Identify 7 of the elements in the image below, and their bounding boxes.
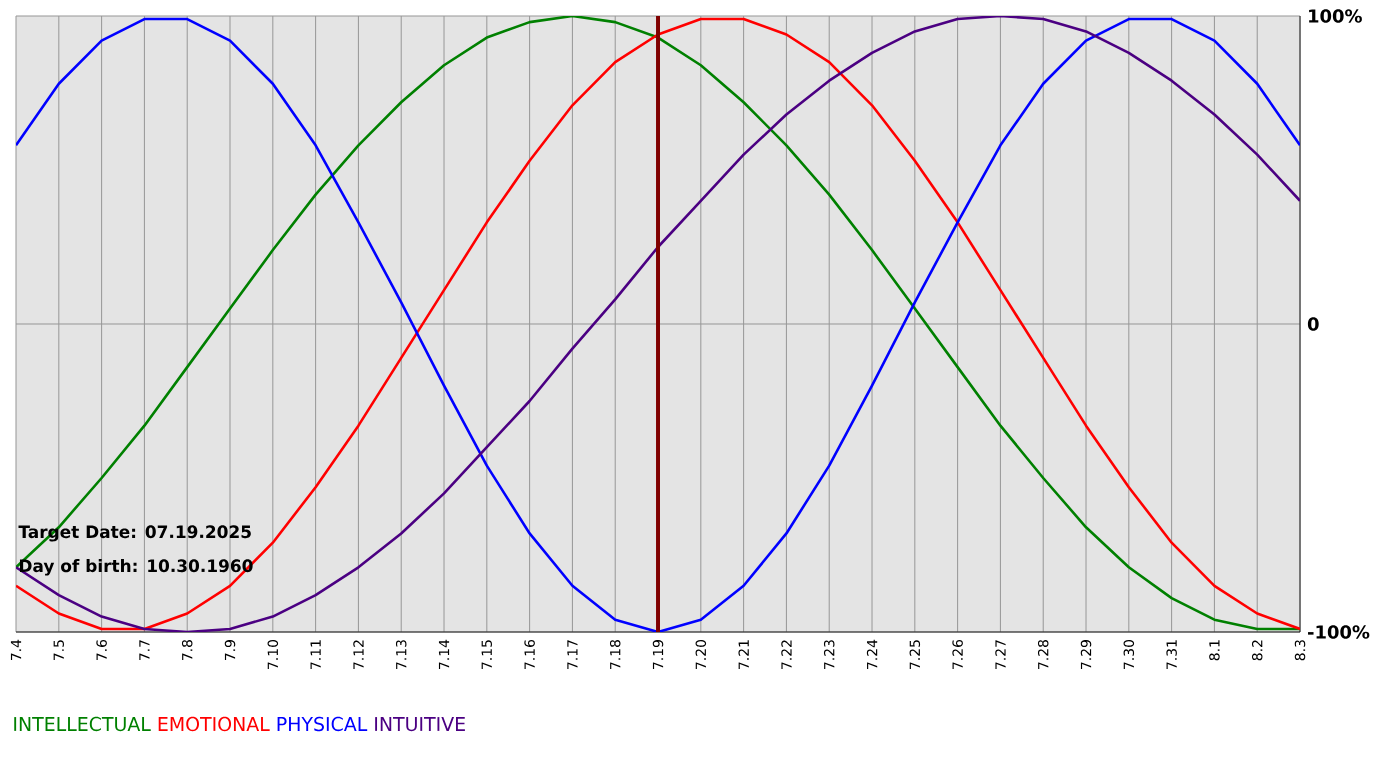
- y-tick-label: 0: [1307, 317, 1319, 331]
- text: INTELLECTUAL: [14, 716, 151, 732]
- y-tick-label: -100%: [1308, 625, 1370, 639]
- text: PHYSICAL: [277, 716, 368, 732]
- y-tick-label: 100%: [1309, 9, 1362, 23]
- text: INTUITIVE: [375, 717, 465, 732]
- text: EMOTIONAL: [158, 716, 270, 732]
